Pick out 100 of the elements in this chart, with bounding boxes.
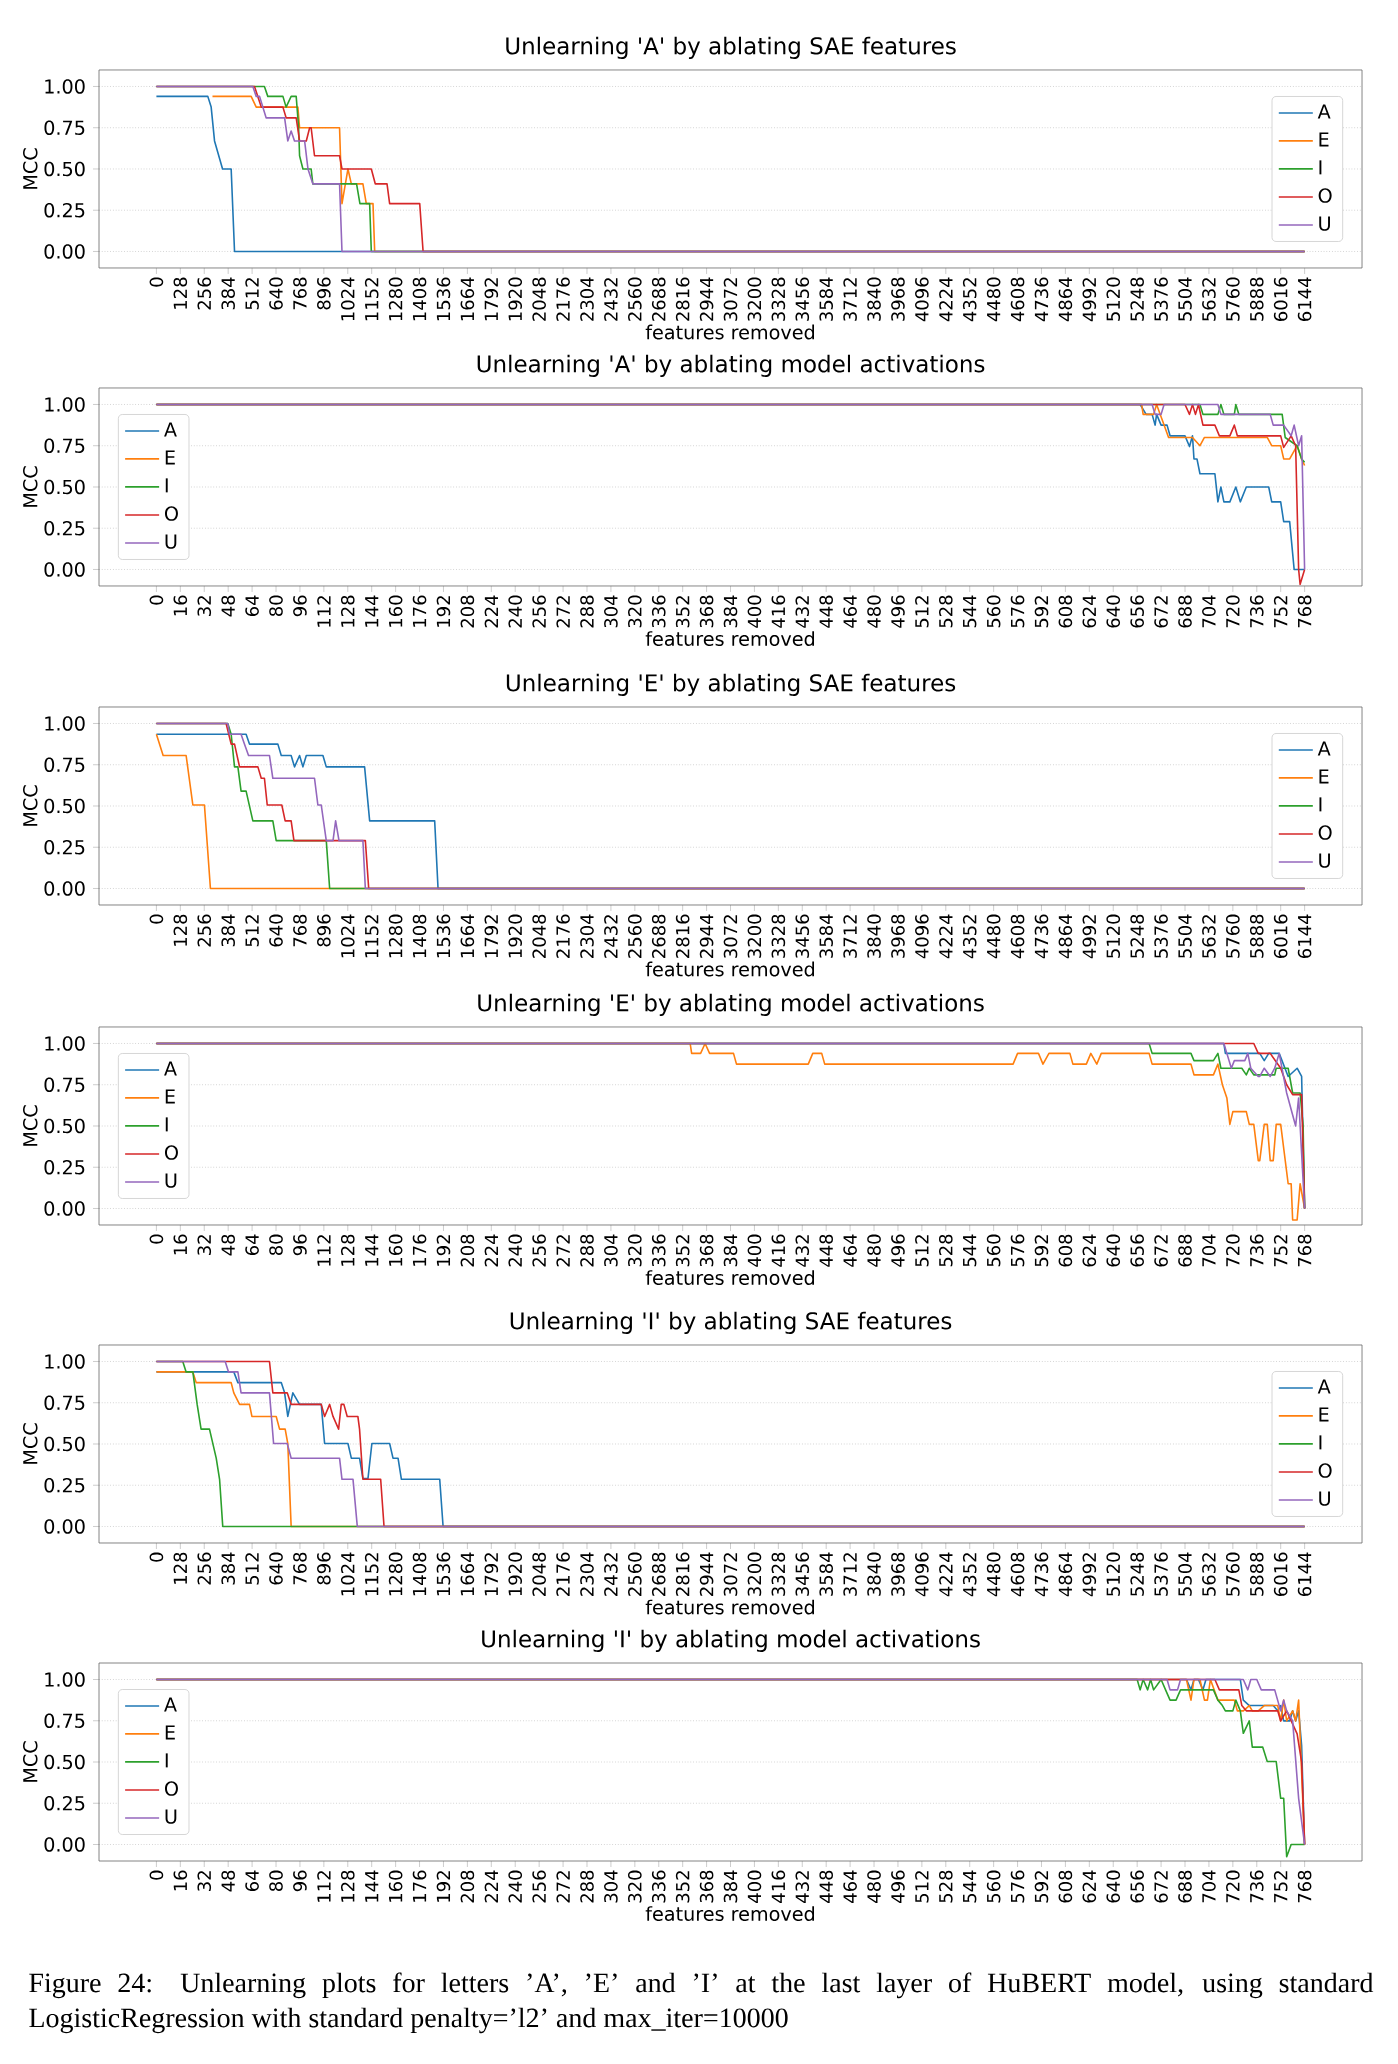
- x-tick-label: 144: [365, 1870, 379, 1902]
- x-tick-label: 304: [604, 1234, 618, 1267]
- x-tick-label: 112: [317, 1235, 331, 1266]
- x-tick-label: 224: [484, 1870, 498, 1903]
- x-tick-label: 528: [938, 1234, 953, 1267]
- x-tick-label: 384: [723, 1870, 738, 1903]
- legend-label: E: [1319, 1407, 1329, 1422]
- y-tick-label: 1.00: [45, 79, 85, 94]
- y-tick-label: 0.50: [44, 1436, 85, 1452]
- x-tick-label: 592: [1034, 1871, 1049, 1903]
- x-tick-label: 704: [1202, 595, 1216, 628]
- x-tick-label: 4352: [962, 1553, 977, 1597]
- x-tick-label: 768: [293, 914, 307, 947]
- x-tick-label: 496: [891, 595, 905, 628]
- x-tick-label: 464: [843, 1234, 857, 1267]
- x-tick-label: 0: [149, 1552, 164, 1562]
- y-tick-label: 0.25: [44, 1795, 85, 1811]
- x-tick-label: 2816: [675, 914, 690, 958]
- x-tick-label: 176: [412, 1234, 427, 1266]
- x-tick-label: 16: [173, 1870, 188, 1891]
- x-tick-label: 4992: [1082, 915, 1097, 959]
- y-tick-label: 0.50: [44, 479, 85, 495]
- y-axis-title: MCC: [23, 148, 38, 189]
- x-axis-title: features removed: [645, 1906, 815, 1922]
- x-tick-label: 304: [604, 595, 618, 628]
- x-tick-label: 672: [1154, 1235, 1168, 1267]
- x-tick-label: 6016: [1273, 914, 1288, 958]
- x-tick-label: 192: [436, 1871, 451, 1902]
- x-tick-label: 608: [1058, 1870, 1073, 1903]
- x-tick-label: 0: [149, 1234, 164, 1244]
- x-tick-label: 1152: [364, 915, 379, 958]
- x-tick-label: 2688: [651, 277, 666, 321]
- x-tick-label: 2560: [628, 1552, 642, 1596]
- x-tick-label: 304: [604, 1870, 618, 1903]
- x-tick-label: 5888: [1249, 1552, 1264, 1596]
- x-tick-label: 272: [556, 596, 570, 628]
- x-tick-label: 320: [628, 595, 642, 628]
- x-tick-label: 5888: [1249, 914, 1264, 958]
- x-tick-label: 3584: [819, 277, 833, 321]
- x-tick-label: 1280: [388, 277, 403, 321]
- x-tick-label: 1408: [412, 277, 427, 321]
- x-tick-label: 3968: [891, 914, 905, 958]
- x-tick-label: 32: [197, 596, 212, 616]
- x-tick-label: 384: [221, 1552, 235, 1585]
- x-tick-label: 5248: [1130, 277, 1144, 321]
- x-tick-label: 352: [675, 1235, 690, 1267]
- x-tick-label: 96: [293, 1870, 307, 1892]
- x-tick-label: 3328: [771, 1552, 786, 1596]
- y-tick-label: 0.25: [44, 520, 85, 536]
- x-tick-label: 624: [1082, 1870, 1097, 1903]
- y-axis-title: MCC: [23, 785, 38, 826]
- x-tick-label: 4352: [962, 278, 977, 322]
- x-tick-label: 6144: [1297, 277, 1312, 321]
- chart-title: Unlearning 'I' by ablating SAE features: [510, 1311, 952, 1334]
- x-tick-label: 4736: [1034, 914, 1049, 959]
- x-tick-label: 5120: [1106, 914, 1121, 958]
- x-tick-label: 80: [269, 1870, 283, 1892]
- x-tick-label: 256: [197, 277, 212, 310]
- y-tick-label: 0.50: [44, 798, 85, 814]
- x-tick-label: 544: [963, 1234, 977, 1267]
- x-tick-label: 5376: [1154, 1552, 1168, 1596]
- x-tick-label: 4480: [986, 914, 1001, 959]
- x-tick-label: 576: [1010, 1234, 1025, 1267]
- x-tick-label: 0: [149, 595, 164, 605]
- y-tick-label: 0.50: [44, 1754, 85, 1770]
- x-tick-label: 0: [149, 914, 164, 924]
- x-tick-label: 368: [699, 1870, 714, 1903]
- x-tick-label: 640: [269, 914, 283, 947]
- x-tick-label: 0: [149, 1870, 164, 1880]
- x-tick-label: 400: [747, 1870, 762, 1903]
- x-tick-label: 704: [1202, 1234, 1216, 1267]
- x-tick-label: 496: [891, 1234, 905, 1267]
- x-tick-label: 384: [221, 914, 235, 947]
- x-tick-label: 144: [365, 1234, 379, 1266]
- y-tick-label: 0.00: [44, 562, 85, 577]
- x-tick-label: 512: [915, 596, 929, 628]
- x-tick-label: 1024: [340, 1552, 355, 1596]
- x-tick-label: 240: [508, 1234, 523, 1267]
- x-tick-label: 192: [436, 596, 451, 627]
- x-tick-label: 640: [269, 1552, 283, 1585]
- x-tick-label: 480: [867, 1870, 881, 1903]
- x-tick-label: 720: [1226, 595, 1240, 628]
- x-tick-label: 336: [651, 595, 666, 628]
- x-tick-label: 2176: [556, 277, 570, 321]
- legend-label: O: [164, 1145, 178, 1160]
- x-tick-label: 560: [986, 595, 1001, 628]
- x-tick-label: 80: [269, 1234, 283, 1256]
- x-tick-label: 1664: [460, 914, 475, 958]
- x-tick-label: 6016: [1273, 277, 1288, 321]
- x-tick-label: 336: [651, 1870, 666, 1903]
- x-tick-label: 672: [1154, 1871, 1168, 1903]
- x-tick-label: 1536: [436, 914, 451, 958]
- x-tick-label: 544: [963, 595, 977, 628]
- x-axis-title: features removed: [645, 1270, 815, 1286]
- x-tick-label: 3456: [795, 1552, 810, 1596]
- x-tick-label: 224: [484, 1234, 498, 1267]
- x-tick-label: 768: [293, 277, 307, 310]
- legend-label: I: [1319, 1435, 1322, 1450]
- x-tick-label: 2176: [556, 1552, 570, 1596]
- x-tick-label: 576: [1010, 595, 1025, 628]
